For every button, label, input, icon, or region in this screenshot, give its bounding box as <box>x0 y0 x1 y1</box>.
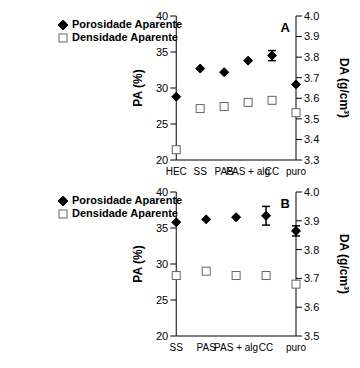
svg-text:20: 20 <box>156 154 168 166</box>
svg-text:4.0: 4.0 <box>304 10 319 22</box>
svg-text:3.5: 3.5 <box>304 330 319 342</box>
svg-text:puro: puro <box>286 342 306 353</box>
svg-text:SS: SS <box>170 342 184 353</box>
svg-text:25: 25 <box>156 118 168 130</box>
svg-text:3.8: 3.8 <box>304 51 319 63</box>
svg-text:PA (%): PA (%) <box>131 69 145 106</box>
svg-text:3.7: 3.7 <box>304 272 319 284</box>
svg-text:30: 30 <box>156 82 168 94</box>
svg-text:20: 20 <box>156 330 168 342</box>
svg-text:SS: SS <box>194 166 208 177</box>
svg-text:CC: CC <box>259 342 273 353</box>
svg-text:PAS + alg: PAS + alg <box>214 342 258 353</box>
svg-text:25: 25 <box>156 294 168 306</box>
svg-text:35: 35 <box>156 222 168 234</box>
svg-text:4.0: 4.0 <box>304 186 319 198</box>
svg-text:CC: CC <box>265 166 279 177</box>
svg-text:3.4: 3.4 <box>304 133 319 145</box>
svg-text:3.5: 3.5 <box>304 113 319 125</box>
svg-text:DA (g/cm³): DA (g/cm³) <box>337 234 351 294</box>
svg-text:40: 40 <box>156 186 168 198</box>
svg-text:PA (%): PA (%) <box>131 245 145 282</box>
svg-text:30: 30 <box>156 258 168 270</box>
svg-text:puro: puro <box>286 166 306 177</box>
svg-text:40: 40 <box>156 10 168 22</box>
svg-text:HEC: HEC <box>166 166 187 177</box>
svg-text:3.7: 3.7 <box>304 72 319 84</box>
svg-text:3.6: 3.6 <box>304 92 319 104</box>
svg-text:DA (g/cm³): DA (g/cm³) <box>337 58 351 118</box>
svg-text:35: 35 <box>156 46 168 58</box>
svg-text:3.6: 3.6 <box>304 301 319 313</box>
svg-text:3.8: 3.8 <box>304 244 319 256</box>
svg-text:PAS + alg: PAS + alg <box>226 166 270 177</box>
svg-text:3.9: 3.9 <box>304 30 319 42</box>
svg-text:3.3: 3.3 <box>304 154 319 166</box>
svg-text:3.9: 3.9 <box>304 215 319 227</box>
